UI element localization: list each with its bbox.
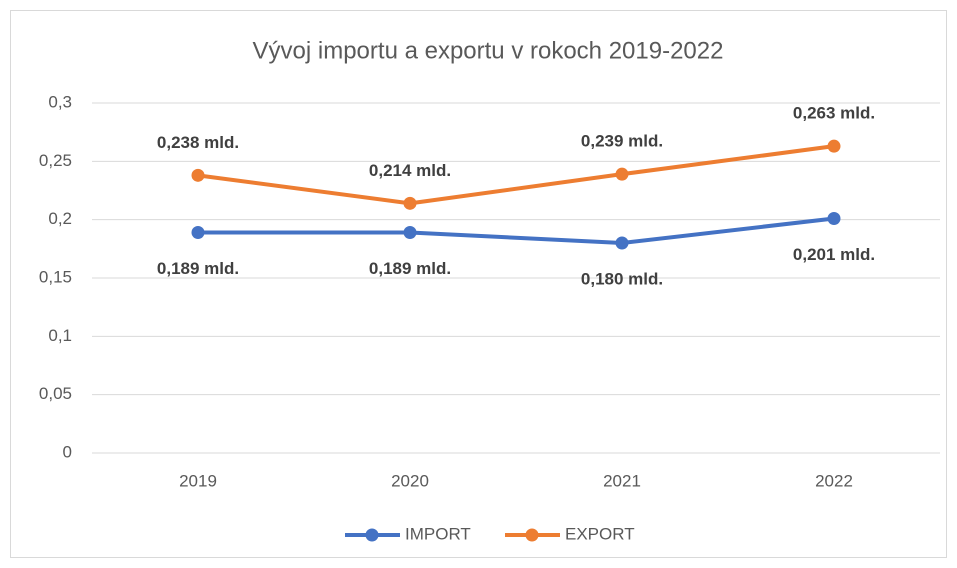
legend-label: EXPORT <box>565 524 635 543</box>
data-point <box>191 168 205 182</box>
data-point <box>403 196 417 210</box>
y-tick-label: 0,15 <box>39 267 72 286</box>
x-tick-label: 2022 <box>815 471 853 490</box>
data-label: 0,239 mld. <box>581 132 663 151</box>
y-tick-label: 0 <box>63 442 72 461</box>
legend-marker <box>525 528 539 542</box>
x-tick-label: 2021 <box>603 471 641 490</box>
legend-label: IMPORT <box>405 524 471 543</box>
series-line <box>198 216 835 245</box>
data-label: 0,201 mld. <box>793 245 875 264</box>
data-label: 0,263 mld. <box>793 104 875 123</box>
data-point <box>827 212 841 225</box>
data-label: 0,214 mld. <box>369 161 451 180</box>
data-label: 0,189 mld. <box>369 259 451 278</box>
x-tick-label: 2019 <box>179 471 217 490</box>
data-label: 0,238 mld. <box>157 133 239 152</box>
data-label: 0,180 mld. <box>581 269 663 288</box>
series-line <box>197 144 835 206</box>
chart-border <box>10 10 947 558</box>
data-point <box>403 226 417 239</box>
data-label: 0,189 mld. <box>157 259 239 278</box>
chart-title: Vývoj importu a exportu v rokoch 2019-20… <box>253 37 724 64</box>
y-tick-label: 0,25 <box>39 151 72 170</box>
y-tick-label: 0,05 <box>39 384 72 403</box>
data-point <box>615 167 629 181</box>
x-tick-label: 2020 <box>391 471 429 490</box>
data-point <box>615 236 629 250</box>
y-tick-label: 0,1 <box>48 326 72 345</box>
y-tick-label: 0,3 <box>48 92 72 111</box>
data-point <box>827 139 841 153</box>
legend-marker <box>365 528 379 542</box>
data-point <box>191 226 205 239</box>
y-tick-label: 0,2 <box>48 209 72 228</box>
